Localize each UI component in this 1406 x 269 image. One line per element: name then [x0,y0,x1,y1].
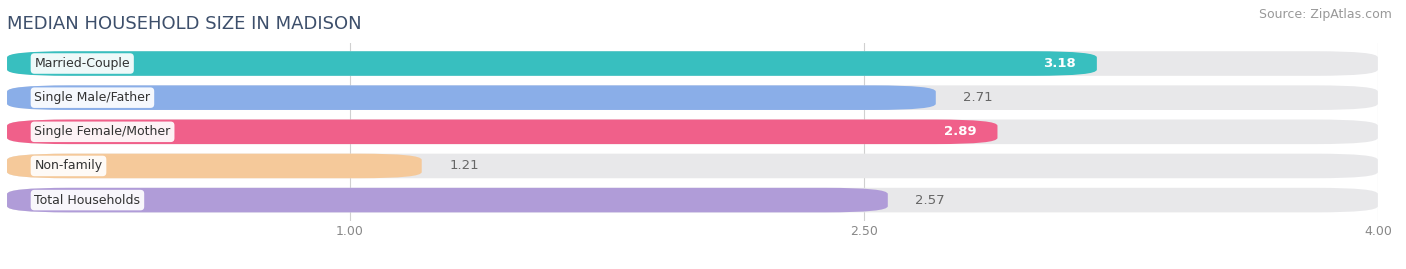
Text: 2.57: 2.57 [915,194,945,207]
Text: 2.71: 2.71 [963,91,993,104]
Text: 3.18: 3.18 [1043,57,1077,70]
Text: 2.89: 2.89 [945,125,977,138]
FancyBboxPatch shape [7,51,1097,76]
Text: Married-Couple: Married-Couple [34,57,131,70]
Text: Single Male/Father: Single Male/Father [34,91,150,104]
Text: Source: ZipAtlas.com: Source: ZipAtlas.com [1258,8,1392,21]
Text: Total Households: Total Households [34,194,141,207]
FancyBboxPatch shape [7,188,1378,213]
FancyBboxPatch shape [7,85,936,110]
FancyBboxPatch shape [7,119,1378,144]
FancyBboxPatch shape [7,51,1378,76]
FancyBboxPatch shape [7,154,1378,178]
FancyBboxPatch shape [7,154,422,178]
FancyBboxPatch shape [7,119,997,144]
FancyBboxPatch shape [7,85,1378,110]
Text: MEDIAN HOUSEHOLD SIZE IN MADISON: MEDIAN HOUSEHOLD SIZE IN MADISON [7,15,361,33]
Text: Single Female/Mother: Single Female/Mother [34,125,170,138]
Text: 1.21: 1.21 [449,160,479,172]
Text: Non-family: Non-family [34,160,103,172]
FancyBboxPatch shape [7,188,887,213]
